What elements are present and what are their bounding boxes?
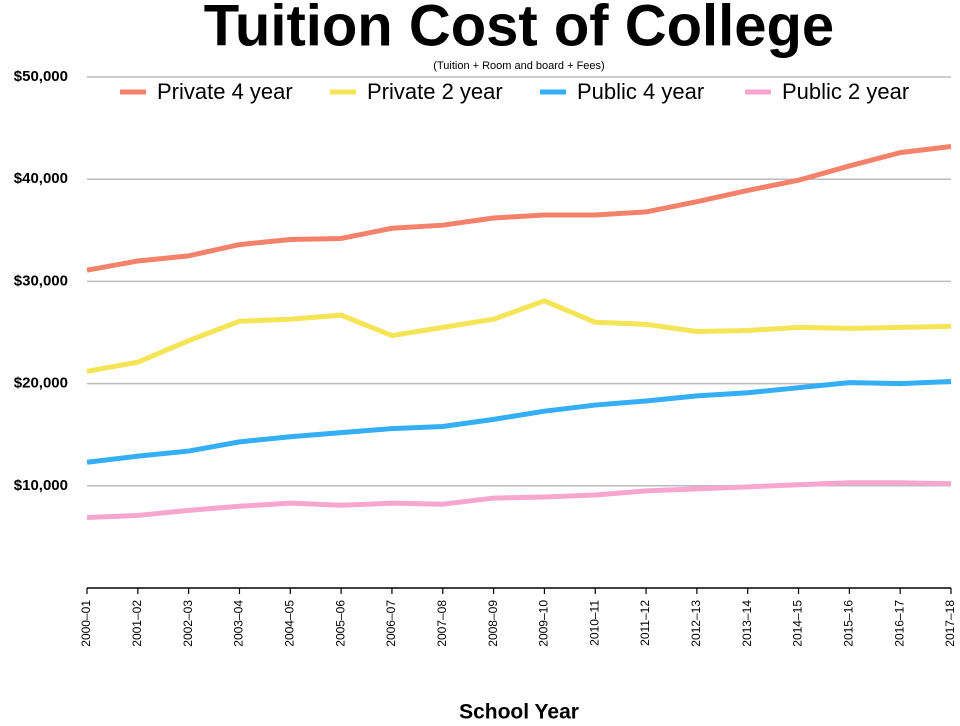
chart-title: Tuition Cost of College xyxy=(204,0,834,58)
x-tick-label: 2001–02 xyxy=(130,600,144,647)
y-tick-label: $40,000 xyxy=(14,170,68,187)
x-tick-label: 2016–17 xyxy=(892,600,906,647)
x-tick-label: 2017–18 xyxy=(943,600,957,647)
x-tick-label: 2002–03 xyxy=(181,600,195,647)
legend-label: Public 4 year xyxy=(577,79,704,104)
series-line xyxy=(86,298,952,374)
y-tick-label: $50,000 xyxy=(14,68,68,85)
x-tick-label: 2003–04 xyxy=(232,600,246,647)
chart-subtitle: (Tuition + Room and board + Fees) xyxy=(433,60,604,72)
y-tick-label: $20,000 xyxy=(14,375,68,392)
x-tick-label: 2015–16 xyxy=(842,600,856,647)
x-tick-label: 2000–01 xyxy=(79,600,93,647)
legend-label: Private 4 year xyxy=(157,79,293,104)
x-tick-label: 2006–07 xyxy=(384,600,398,647)
x-tick-label: 2010–11 xyxy=(587,600,601,646)
series-line xyxy=(86,144,952,273)
x-tick-label: 2013–14 xyxy=(740,600,754,647)
x-tick-label: 2005–06 xyxy=(333,600,347,647)
x-tick-label: 2011–12 xyxy=(638,600,652,646)
x-tick-label: 2009–10 xyxy=(537,600,551,647)
x-tick-label: 2014–15 xyxy=(791,600,805,647)
x-tick-label: 2008–09 xyxy=(486,600,500,647)
x-tick-label: 2012–13 xyxy=(689,600,703,647)
y-tick-label: $30,000 xyxy=(14,272,68,289)
legend-label: Private 2 year xyxy=(367,79,503,104)
x-tick-label: 2007–08 xyxy=(435,600,449,647)
series-line xyxy=(86,379,952,465)
x-axis-label: School Year xyxy=(459,701,579,724)
y-tick-label: $10,000 xyxy=(14,477,68,494)
series-line xyxy=(86,480,952,520)
legend-label: Public 2 year xyxy=(782,79,909,104)
x-tick-label: 2004–05 xyxy=(282,600,296,647)
